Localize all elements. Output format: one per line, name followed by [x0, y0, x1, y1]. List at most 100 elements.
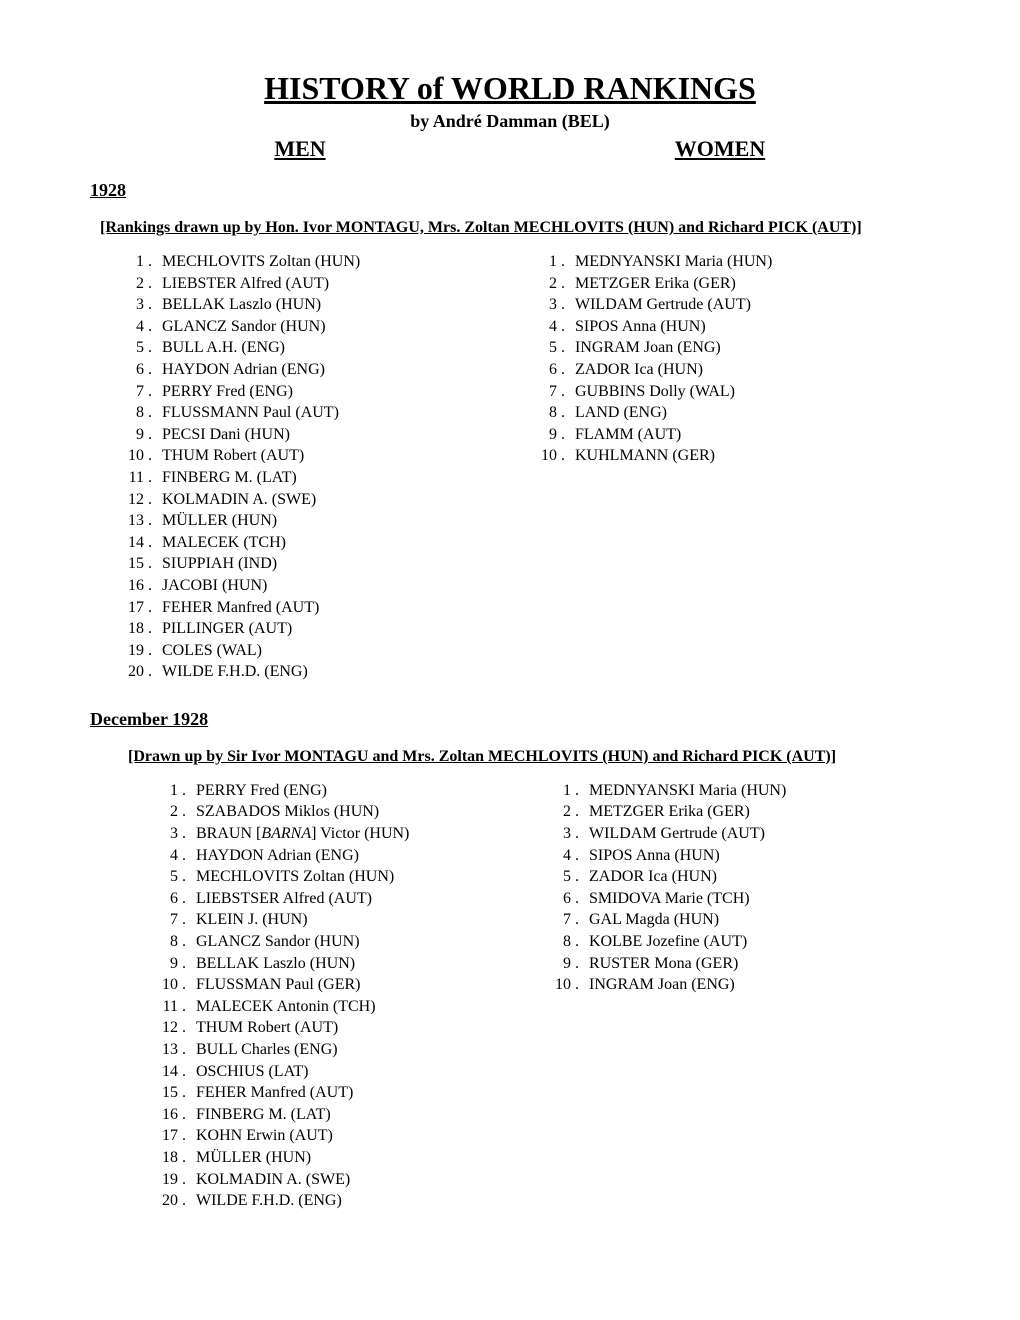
- men-list: 1.PERRY Fred (ENG)2.SZABADOS Miklos (HUN…: [148, 780, 537, 1212]
- rank-number: 18: [148, 1147, 182, 1169]
- list-item: 5.BULL A.H. (ENG): [118, 337, 517, 359]
- player-name: MECHLOVITS Zoltan (HUN): [162, 251, 360, 273]
- rank-dot: .: [148, 445, 162, 467]
- list-item: 8.FLUSSMANN Paul (AUT): [118, 402, 517, 424]
- rank-dot: .: [148, 337, 162, 359]
- player-name: BELLAK Laszlo (HUN): [162, 294, 321, 316]
- rank-number: 4: [148, 845, 182, 867]
- rank-number: 4: [118, 316, 148, 338]
- year-heading: December 1928: [90, 709, 930, 730]
- rank-number: 12: [148, 1017, 182, 1039]
- rank-number: 8: [531, 402, 561, 424]
- rank-number: 1: [118, 251, 148, 273]
- rank-dot: .: [182, 1190, 196, 1212]
- rank-number: 9: [541, 953, 575, 975]
- rank-number: 10: [541, 974, 575, 996]
- rank-number: 5: [148, 866, 182, 888]
- rank-dot: .: [561, 251, 575, 273]
- list-item: 18.PILLINGER (AUT): [118, 618, 517, 640]
- list-item: 9.BELLAK Laszlo (HUN): [148, 953, 537, 975]
- rank-dot: .: [182, 909, 196, 931]
- author-line: by André Damman (BEL): [90, 111, 930, 132]
- rank-dot: .: [575, 866, 589, 888]
- rank-dot: .: [575, 931, 589, 953]
- rank-number: 5: [118, 337, 148, 359]
- player-name: PECSI Dani (HUN): [162, 424, 290, 446]
- rank-dot: .: [148, 381, 162, 403]
- list-item: 4.GLANCZ Sandor (HUN): [118, 316, 517, 338]
- list-item: 1.MEDNYANSKI Maria (HUN): [541, 780, 930, 802]
- rank-dot: .: [182, 1017, 196, 1039]
- rank-number: 1: [541, 780, 575, 802]
- rank-number: 9: [531, 424, 561, 446]
- rank-number: 15: [148, 1082, 182, 1104]
- player-name: FEHER Manfred (AUT): [162, 597, 319, 619]
- player-name: MEDNYANSKI Maria (HUN): [575, 251, 772, 273]
- player-name: THUM Robert (AUT): [196, 1017, 338, 1039]
- women-list: 1.MEDNYANSKI Maria (HUN)2.METZGER Erika …: [531, 251, 930, 467]
- rank-number: 20: [148, 1190, 182, 1212]
- rank-dot: .: [561, 273, 575, 295]
- list-item: 5.MECHLOVITS Zoltan (HUN): [148, 866, 537, 888]
- rank-number: 2: [541, 801, 575, 823]
- player-name: INGRAM Joan (ENG): [575, 337, 721, 359]
- rank-number: 9: [148, 953, 182, 975]
- player-name: HAYDON Adrian (ENG): [196, 845, 359, 867]
- rank-number: 3: [148, 823, 182, 845]
- rank-dot: .: [561, 316, 575, 338]
- rank-dot: .: [148, 553, 162, 575]
- player-name: MÜLLER (HUN): [196, 1147, 311, 1169]
- rank-dot: .: [148, 489, 162, 511]
- rank-dot: .: [182, 996, 196, 1018]
- rank-number: 5: [541, 866, 575, 888]
- player-name: BELLAK Laszlo (HUN): [196, 953, 355, 975]
- list-item: 8.KOLBE Jozefine (AUT): [541, 931, 930, 953]
- player-name: KOLMADIN A. (SWE): [162, 489, 316, 511]
- rank-dot: .: [182, 866, 196, 888]
- list-item: 11.FINBERG M. (LAT): [118, 467, 517, 489]
- rank-number: 2: [118, 273, 148, 295]
- rank-number: 10: [118, 445, 148, 467]
- rank-dot: .: [148, 294, 162, 316]
- player-name: KUHLMANN (GER): [575, 445, 715, 467]
- rank-number: 16: [148, 1104, 182, 1126]
- rank-dot: .: [148, 661, 162, 683]
- list-item: 15.FEHER Manfred (AUT): [148, 1082, 537, 1104]
- rank-dot: .: [182, 1082, 196, 1104]
- list-item: 6.HAYDON Adrian (ENG): [118, 359, 517, 381]
- player-name: LIEBSTSER Alfred (AUT): [196, 888, 372, 910]
- list-item: 2.METZGER Erika (GER): [541, 801, 930, 823]
- rank-dot: .: [561, 424, 575, 446]
- rank-dot: .: [575, 888, 589, 910]
- rank-dot: .: [575, 974, 589, 996]
- player-name: KOLBE Jozefine (AUT): [589, 931, 747, 953]
- rank-number: 7: [148, 909, 182, 931]
- rank-dot: .: [182, 1039, 196, 1061]
- list-item: 1.MECHLOVITS Zoltan (HUN): [118, 251, 517, 273]
- player-name: THUM Robert (AUT): [162, 445, 304, 467]
- list-item: 18.MÜLLER (HUN): [148, 1147, 537, 1169]
- player-name: METZGER Erika (GER): [589, 801, 750, 823]
- rank-dot: .: [182, 780, 196, 802]
- player-name: MALECEK Antonin (TCH): [196, 996, 376, 1018]
- rank-dot: .: [561, 445, 575, 467]
- player-name: LAND (ENG): [575, 402, 667, 424]
- rank-number: 17: [118, 597, 148, 619]
- rank-number: 12: [118, 489, 148, 511]
- men-column: 1.PERRY Fred (ENG)2.SZABADOS Miklos (HUN…: [90, 780, 537, 1212]
- rank-number: 4: [531, 316, 561, 338]
- rank-number: 20: [118, 661, 148, 683]
- rank-number: 17: [148, 1125, 182, 1147]
- player-name: INGRAM Joan (ENG): [589, 974, 735, 996]
- rank-number: 7: [541, 909, 575, 931]
- rank-number: 13: [148, 1039, 182, 1061]
- list-item: 6.LIEBSTSER Alfred (AUT): [148, 888, 537, 910]
- list-item: 16.FINBERG M. (LAT): [148, 1104, 537, 1126]
- list-item: 4.HAYDON Adrian (ENG): [148, 845, 537, 867]
- rank-number: 13: [118, 510, 148, 532]
- section-note: [Rankings drawn up by Hon. Ivor MONTAGU,…: [90, 219, 930, 237]
- rank-number: 14: [148, 1061, 182, 1083]
- list-item: 5.ZADOR Ica (HUN): [541, 866, 930, 888]
- list-item: 9.PECSI Dani (HUN): [118, 424, 517, 446]
- rank-number: 11: [118, 467, 148, 489]
